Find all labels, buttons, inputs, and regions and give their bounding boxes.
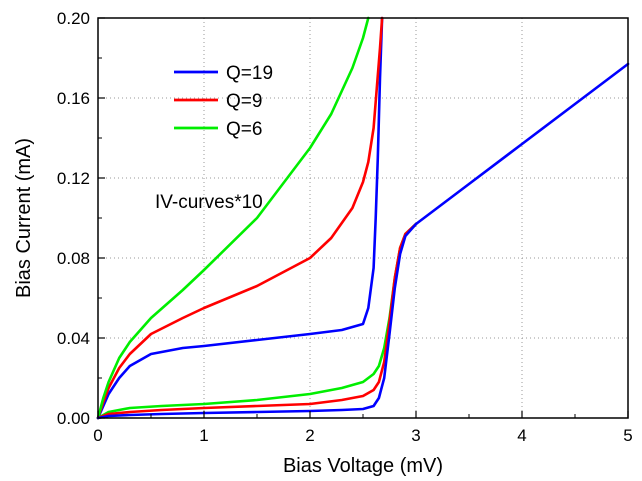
- y-tick-label: 0.12: [57, 169, 90, 188]
- x-tick-label: 3: [411, 426, 420, 445]
- y-tick-label: 0.20: [57, 9, 90, 28]
- iv-curve-line-5: [96, 62, 630, 420]
- plot-area: [98, 18, 628, 418]
- iv-curve-line-4: [96, 222, 418, 420]
- series-line-q19: [96, 16, 384, 420]
- y-tick-label: 0.00: [57, 409, 90, 428]
- y-tick-label: 0.04: [57, 329, 90, 348]
- x-axis-title: Bias Voltage (mV): [283, 455, 443, 477]
- y-tick-label: 0.08: [57, 249, 90, 268]
- annotation-iv-curves: IV-curves*10: [155, 192, 263, 213]
- x-tick-label: 0: [93, 426, 102, 445]
- y-axis-title: Bias Current (mA): [13, 138, 35, 298]
- x-tick-label: 5: [623, 426, 632, 445]
- y-tick-label: 0.16: [57, 89, 90, 108]
- x-tick-label: 4: [517, 426, 526, 445]
- legend-label-q6: Q=6: [226, 119, 262, 140]
- series-line-q6: [96, 16, 370, 420]
- legend-label-q19: Q=19: [226, 63, 273, 84]
- legend: Q=19 Q=9 Q=6: [174, 63, 273, 140]
- legend-label-q9: Q=9: [226, 91, 262, 112]
- series-line-q9: [96, 16, 384, 420]
- x-tick-label: 1: [199, 426, 208, 445]
- axis-ticks: 0 1 2 3 4 5 0.00 0.04 0.08 0.12 0.16 0.20: [57, 9, 633, 445]
- x-tick-label: 2: [305, 426, 314, 445]
- series-layer: [96, 16, 630, 420]
